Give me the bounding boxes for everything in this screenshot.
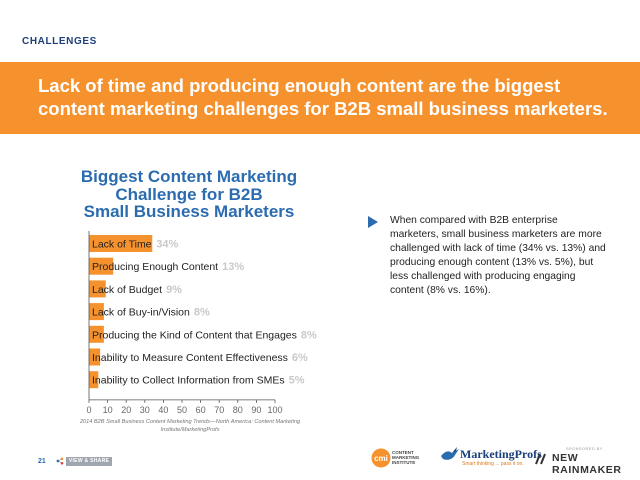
marketingprofs-tagline: Smart thinking ... pass it on.	[462, 461, 524, 467]
bar-label-6: Inability to Collect Information from SM…	[92, 375, 285, 387]
chart-title-line-3: Small Business Marketers	[83, 202, 295, 221]
bar-chart: Lack of Time 34% Producing Enough Content 1…	[86, 231, 317, 415]
cmi-logo: cmi	[371, 448, 391, 468]
chart-title-line-2: Challenge for B2B	[115, 184, 263, 204]
bar-2	[89, 280, 106, 298]
bar-label-2: Lack of Budget	[92, 284, 162, 296]
x-tick-label-4: 40	[158, 405, 168, 415]
bar-label-5: Inability to Measure Content Effectivene…	[92, 352, 288, 364]
bar-1	[89, 257, 114, 275]
insight-text: When compared with B2B enterprise market…	[390, 215, 606, 296]
bar-label-1: Producing Enough Content	[92, 261, 218, 273]
x-tick-label-9: 90	[251, 405, 261, 415]
headline-text: Lack of time and producing enough conten…	[38, 75, 608, 119]
value-label-3: 8%	[194, 307, 210, 319]
bar-0	[89, 235, 153, 252]
chart-title: Biggest Content Marketing Challenge for …	[64, 168, 314, 221]
value-label-2: 9%	[166, 284, 182, 296]
cmi-logo-mark: cmi	[374, 454, 388, 463]
bar-label-3: Lack of Buy-in/Vision	[92, 307, 190, 319]
slash-icon	[535, 453, 546, 465]
cmi-name: CONTENT MARKETING INSTITUTE	[392, 450, 420, 465]
x-tick-label-1: 10	[103, 405, 113, 415]
bar-4	[89, 325, 104, 343]
page-number: 21	[38, 458, 46, 465]
sponsor-label: SPONSORED BY	[566, 446, 603, 451]
x-tick-label-2: 20	[121, 405, 131, 415]
value-label-6: 5%	[289, 375, 305, 387]
headline-banner: Lack of time and producing enough conten…	[0, 62, 640, 134]
bar-label-4: Producing the Kind of Content that Engag…	[92, 329, 297, 341]
value-label-5: 6%	[292, 352, 308, 364]
x-tick-label-7: 70	[214, 405, 224, 415]
value-label-4: 8%	[301, 329, 317, 341]
x-tick-label-5: 50	[177, 405, 187, 415]
value-label-0: 34%	[156, 239, 178, 251]
bar-label-0: Lack of Time	[92, 239, 152, 251]
x-tick-label-6: 60	[196, 405, 206, 415]
x-tick-label-3: 30	[140, 405, 150, 415]
bird-icon	[441, 447, 459, 460]
rainmaker-name: NEW RAINMAKER	[552, 452, 622, 476]
x-tick-label-0: 0	[86, 405, 91, 415]
value-label-1: 13%	[222, 261, 244, 273]
x-tick-label-8: 80	[233, 405, 243, 415]
x-tick-label-10: 100	[267, 405, 282, 415]
marketingprofs-name: MarketingProfs	[460, 447, 542, 461]
share-icon[interactable]	[56, 457, 64, 465]
bar-6	[89, 371, 99, 389]
triangle-right-icon	[368, 216, 378, 228]
chart-title-line-1: Biggest Content Marketing	[80, 167, 298, 186]
bar-3	[89, 303, 104, 321]
section-label: CHALLENGES	[22, 36, 97, 47]
bar-5	[89, 348, 101, 366]
chart-source: 2014 B2B Small Business Content Marketin…	[79, 419, 301, 433]
view-share-button[interactable]: VIEW & SHARE	[66, 457, 112, 466]
